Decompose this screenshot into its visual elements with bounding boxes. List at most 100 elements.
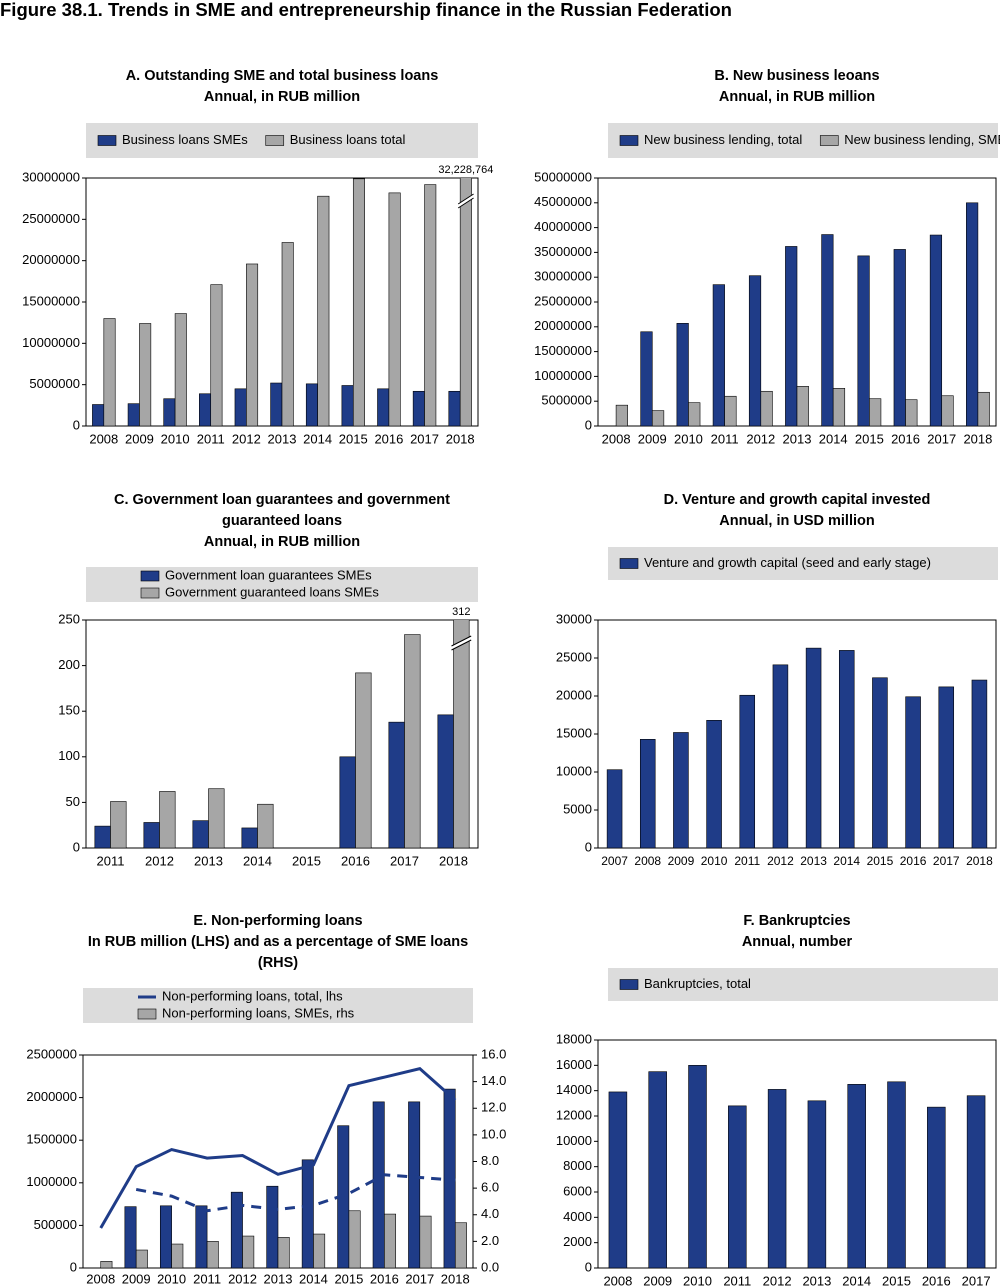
y-tick-label: 5000000 — [541, 393, 592, 408]
legend-marker — [619, 979, 639, 990]
bar — [355, 672, 372, 848]
plot — [615, 202, 990, 426]
x-tick-label: 2011 — [197, 431, 225, 446]
x-tick-label: 2015 — [292, 853, 321, 868]
legend-marker — [97, 135, 117, 146]
bar — [838, 650, 855, 848]
bar — [159, 1205, 172, 1268]
x-tick-label: 2008 — [602, 431, 631, 446]
bar — [676, 323, 689, 426]
y-tick-label: 50000000 — [534, 169, 592, 184]
bar — [377, 388, 390, 426]
x-tick-label: 2016 — [374, 431, 403, 446]
bar — [832, 388, 846, 426]
legend-label: New business lending, SMEs — [844, 132, 1000, 147]
y-tick-label: 18000 — [556, 1031, 592, 1046]
bar — [159, 791, 176, 848]
y2-tick-label: 2.0 — [481, 1233, 499, 1248]
plot — [606, 647, 988, 848]
panel-title: (RHS) — [258, 955, 298, 971]
y2-tick-label: 10.0 — [481, 1126, 506, 1141]
bar — [242, 1235, 255, 1268]
x-tick-label: 2013 — [802, 1273, 831, 1288]
break-line — [451, 639, 472, 651]
bar — [966, 1095, 986, 1268]
bar — [94, 825, 111, 848]
panel-title: A. Outstanding SME and total business lo… — [126, 68, 439, 84]
y-tick-label: 10000 — [556, 763, 592, 778]
y-tick-label: 16000 — [556, 1057, 592, 1072]
bar — [124, 1206, 137, 1268]
bar — [192, 820, 209, 848]
legend-label: Government loan guarantees SMEs — [165, 567, 372, 582]
x-tick-label: 2017 — [405, 1271, 434, 1286]
y-tick-label: 20000000 — [22, 252, 80, 267]
y-tick-label: 0 — [73, 417, 80, 432]
legend-label: Bankruptcies, total — [644, 976, 751, 991]
x-tick-label: 2014 — [819, 431, 848, 446]
x-tick-label: 2010 — [701, 854, 728, 868]
y-tick-label: 500000 — [34, 1217, 77, 1232]
x-tick-label: 2017 — [933, 854, 960, 868]
bar — [688, 402, 701, 426]
y-tick-label: 0 — [585, 1259, 592, 1274]
x-tick-label: 2017 — [962, 1273, 991, 1288]
legend-label: Government guaranteed loans SMEs — [165, 584, 379, 599]
x-tick-label: 2015 — [339, 431, 368, 446]
bar — [305, 383, 318, 426]
legend-box — [608, 123, 998, 158]
bar — [760, 390, 773, 426]
x-tick-label: 2014 — [842, 1273, 871, 1288]
x-tick-label: 2008 — [89, 431, 118, 446]
panel-title: Annual, number — [742, 934, 853, 950]
bar — [352, 178, 365, 426]
panel-title: C. Government loan guarantees and govern… — [114, 492, 450, 508]
x-tick-label: 2016 — [922, 1273, 951, 1288]
bar — [424, 184, 437, 426]
x-tick-label: 2014 — [243, 853, 272, 868]
x-tick-label: 2014 — [299, 1271, 328, 1286]
y2-tick-label: 6.0 — [481, 1180, 499, 1195]
plot — [92, 178, 472, 426]
x-tick-label: 2018 — [963, 431, 992, 446]
x-tick-label: 2011 — [711, 431, 739, 446]
bar — [257, 803, 274, 848]
x-tick-label: 2013 — [783, 431, 812, 446]
legend-marker — [140, 570, 160, 582]
y-tick-label: 20000 — [556, 687, 592, 702]
y-tick-label: 0 — [585, 839, 592, 854]
y2-tick-label: 14.0 — [481, 1073, 506, 1088]
y-tick-label: 45000000 — [534, 194, 592, 209]
bar — [872, 677, 888, 848]
y-tick-label: 25000 — [556, 649, 592, 664]
panel-title: F. Bankruptcies — [743, 913, 850, 929]
bar — [712, 284, 725, 426]
x-tick-label: 2010 — [157, 1271, 186, 1286]
x-tick-label: 2008 — [603, 1273, 632, 1288]
panel-title: Annual, in RUB million — [204, 89, 360, 105]
y-tick-label: 20000000 — [534, 318, 592, 333]
bar — [640, 331, 653, 426]
legend-label: Non-performing loans, SMEs, rhs — [162, 1005, 355, 1020]
y-tick-label: 40000000 — [534, 219, 592, 234]
bar — [195, 1205, 208, 1268]
y-tick-label: 4000 — [563, 1209, 592, 1224]
legend-marker — [619, 135, 639, 146]
x-tick-label: 2017 — [410, 431, 439, 446]
bar — [857, 255, 870, 426]
bar — [339, 756, 356, 848]
break-mark — [451, 636, 472, 650]
bar — [348, 1210, 361, 1268]
break-mark — [458, 194, 474, 208]
bar — [210, 284, 223, 426]
legend-label: New business lending, total — [644, 132, 802, 147]
legend-marker — [619, 558, 639, 569]
y-tick-label: 15000 — [556, 725, 592, 740]
plot — [99, 1066, 467, 1268]
x-tick-label: 2015 — [867, 854, 894, 868]
bar — [277, 1237, 290, 1268]
x-tick-label: 2014 — [303, 431, 332, 446]
y-tick-label: 2500000 — [26, 1046, 77, 1061]
bar — [941, 395, 954, 426]
bar — [454, 1222, 467, 1268]
